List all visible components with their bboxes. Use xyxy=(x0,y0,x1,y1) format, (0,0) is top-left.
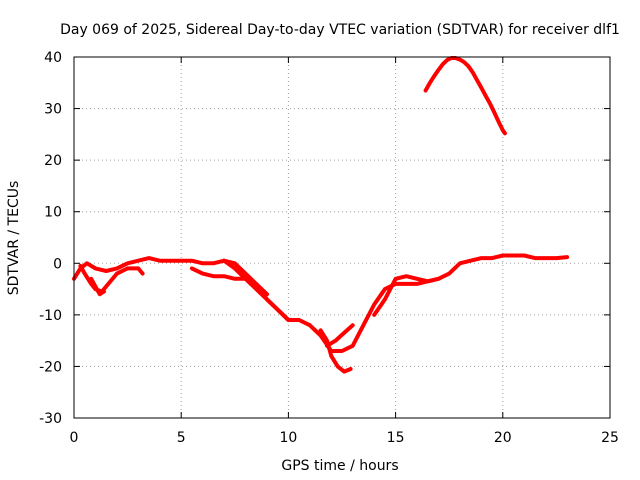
x-tick-labels: 0 5 10 15 20 25 xyxy=(70,430,619,446)
x-axis-label: GPS time / hours xyxy=(281,458,398,474)
x-tick-label: 20 xyxy=(494,430,512,446)
y-tick-labels: -30 -20 -10 0 10 20 30 40 xyxy=(39,50,62,427)
y-tick-label: -10 xyxy=(39,308,62,324)
series-trace-i xyxy=(423,56,507,136)
y-tick-label: 0 xyxy=(53,256,62,272)
grid-lines xyxy=(74,57,610,418)
series-trace-e xyxy=(222,258,269,297)
y-tick-label: -30 xyxy=(39,411,62,427)
x-tick-label: 10 xyxy=(279,430,297,446)
y-tick-label: 30 xyxy=(44,102,62,118)
x-tick-label: 0 xyxy=(70,430,79,446)
x-tick-label: 5 xyxy=(177,430,186,446)
series-trace-f xyxy=(318,328,353,374)
plot-frame xyxy=(73,56,611,419)
axis-ticks xyxy=(73,56,611,419)
y-tick-label: 40 xyxy=(44,50,62,66)
chart-title: Day 069 of 2025, Sidereal Day-to-day VTE… xyxy=(60,22,620,38)
series-trace-d xyxy=(189,266,291,322)
x-tick-label: 25 xyxy=(601,430,619,446)
data-series xyxy=(72,56,570,374)
series-trace-h xyxy=(372,274,441,317)
series-trace-a xyxy=(72,253,570,353)
y-axis-label: SDTVAR / TECUs xyxy=(6,181,22,296)
y-tick-label: -20 xyxy=(39,359,62,375)
series-trace-b xyxy=(78,263,145,294)
series-trace-c xyxy=(89,276,106,297)
series-trace-g xyxy=(325,323,355,348)
y-tick-label: 20 xyxy=(44,153,62,169)
x-tick-label: 15 xyxy=(387,430,405,446)
y-tick-label: 10 xyxy=(44,205,62,221)
